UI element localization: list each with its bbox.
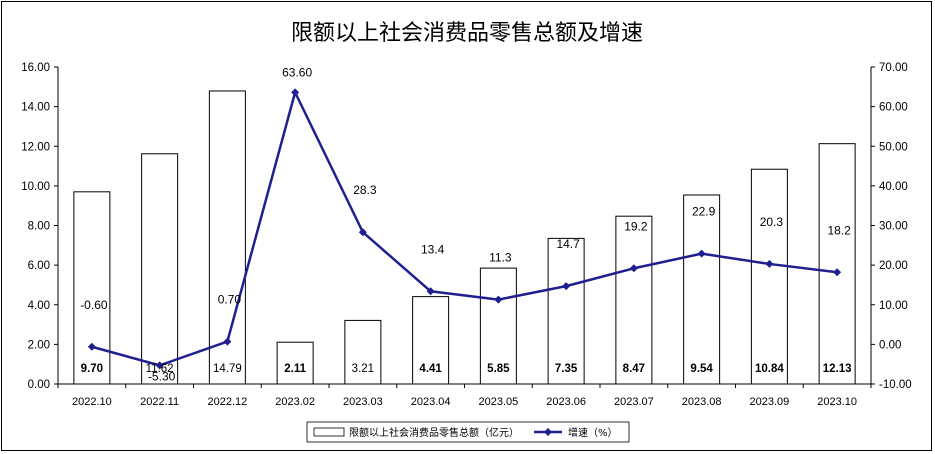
bar-value-label: 12.13 (823, 363, 852, 375)
x-tick-label: 2023.10 (817, 396, 857, 408)
x-tick-label: 2022.10 (72, 396, 112, 408)
x-tick-label: 2023.09 (749, 396, 789, 408)
y-left-tick-label: 12.00 (21, 141, 50, 153)
line-point (87, 342, 96, 351)
line-value-label: 28.3 (353, 183, 377, 197)
bar (750, 168, 788, 385)
bar (276, 341, 314, 385)
bar-value-label: 4.41 (419, 363, 442, 375)
line-point (291, 88, 300, 97)
line-point (223, 337, 232, 346)
line-point (494, 295, 503, 304)
line-value-label: 19.2 (624, 219, 648, 233)
x-tick-label: 2023.04 (411, 396, 451, 408)
x-tick-label: 2023.03 (343, 396, 383, 408)
line-point (155, 361, 164, 370)
bar (141, 153, 179, 385)
line-point (765, 259, 774, 268)
y-right-tick-label: -10.00 (879, 379, 912, 391)
chart-title: 限额以上社会消费品零售总额及增速 (291, 21, 643, 46)
line-point (833, 268, 842, 277)
y-left-tick-label: 2.00 (28, 339, 50, 351)
bar (683, 194, 721, 385)
line-value-label: -0.60 (80, 298, 108, 312)
y-left-tick-label: 4.00 (28, 300, 50, 312)
line-value-label: 20.3 (760, 215, 784, 229)
bar (818, 143, 856, 385)
y-left-tick-label: 14.00 (21, 102, 50, 114)
bar-value-label: 2.11 (284, 363, 306, 375)
line-value-label: 18.2 (827, 223, 851, 237)
y-left-tick-label: 8.00 (28, 221, 50, 233)
bar-value-label: 8.47 (623, 363, 645, 375)
x-tick-label: 2023.05 (478, 396, 518, 408)
bar-value-label: 10.84 (755, 363, 784, 375)
line-value-label: 63.60 (282, 65, 312, 79)
line-point (697, 249, 706, 258)
bar-value-label: 3.21 (352, 363, 374, 375)
y-right-tick-label: 50.00 (879, 141, 908, 153)
legend-bar-label: 限额以上社会消费品零售总额（亿元） (349, 426, 519, 439)
line-point (562, 282, 571, 291)
line-value-label: 11.3 (489, 251, 512, 265)
legend-box (306, 421, 630, 443)
bar-value-label: 9.54 (690, 363, 713, 375)
legend-bar-swatch (313, 427, 345, 437)
bar (479, 267, 517, 385)
line-value-label: 0.70 (218, 293, 242, 307)
bar-value-label: 14.79 (213, 363, 242, 375)
data-labels: 9.70 11.62 14.79 2.11 3.21 4.41 5.85 7.35 8.47 9.… (80, 65, 851, 383)
line-value-label: 22.9 (692, 205, 716, 219)
y-right-tick-label: 60.00 (879, 102, 908, 114)
axes: 0.00 2.00 4.00 6.00 8.00 10.00 12.00 14.00 16.00… (21, 62, 911, 408)
bar-value-label: 11.62 (146, 363, 174, 375)
x-tick-label: 2023.07 (614, 396, 654, 408)
x-tick-label: 2022.11 (140, 396, 179, 408)
bar (547, 237, 585, 385)
line-point (629, 264, 638, 273)
y-left-tick-label: 16.00 (21, 62, 50, 74)
x-tick-label: 2023.02 (275, 396, 315, 408)
y-right-tick-label: 20.00 (879, 260, 908, 272)
bar-value-label: 5.85 (487, 363, 510, 375)
y-right-tick-label: 70.00 (879, 62, 908, 74)
bar (615, 215, 653, 385)
x-tick-label: 2023.06 (546, 396, 586, 408)
y-left-tick-label: 0.00 (28, 379, 50, 391)
y-right-tick-label: 0.00 (879, 339, 901, 351)
line-point (358, 228, 367, 237)
bar-series (73, 90, 856, 385)
y-right-tick-label: 10.00 (879, 300, 908, 312)
x-tick-label: 2023.08 (682, 396, 722, 408)
y-left-tick-label: 6.00 (28, 260, 50, 272)
bar (73, 191, 111, 385)
growth-line (91, 91, 838, 367)
line-series (87, 88, 842, 370)
line-value-label: -5.30 (148, 369, 176, 383)
legend-line-label: 增速（%） (568, 426, 618, 439)
bar (412, 296, 450, 385)
bar-value-label: 7.35 (555, 363, 578, 375)
x-tick-label: 2022.12 (207, 396, 247, 408)
bar-value-label: 9.70 (81, 363, 103, 375)
line-point (426, 287, 435, 296)
y-right-tick-label: 30.00 (879, 221, 908, 233)
legend: 限额以上社会消费品零售总额（亿元） 增速（%） (306, 421, 630, 443)
bar (208, 90, 246, 385)
line-value-label: 13.4 (421, 242, 445, 256)
line-value-label: 14.7 (556, 237, 580, 251)
y-left-tick-label: 10.00 (21, 181, 50, 193)
bar (344, 319, 382, 385)
legend-line-marker (544, 428, 552, 436)
y-right-tick-label: 40.00 (879, 181, 908, 193)
